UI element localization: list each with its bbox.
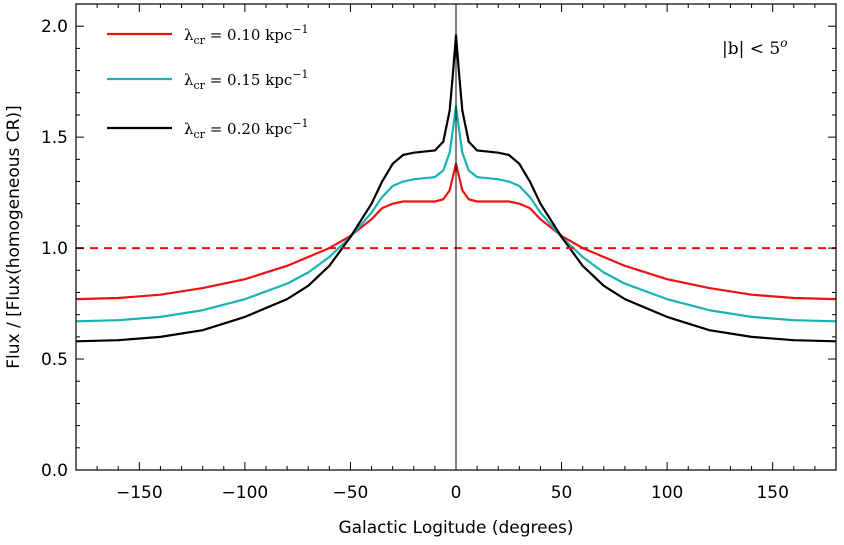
- y-tick-label: 2.0: [41, 17, 68, 37]
- annotation-superscript: o: [780, 36, 787, 50]
- legend-exponent: −1: [292, 23, 308, 36]
- x-tick-label: 150: [756, 483, 788, 503]
- legend-subscript: cr: [194, 34, 206, 47]
- legend-lambda: λ: [184, 120, 194, 138]
- x-tick-label: −100: [222, 483, 269, 503]
- legend-exponent: −1: [292, 117, 308, 130]
- legend-lambda: λ: [184, 26, 194, 44]
- axis-ticks: [75, 3, 837, 471]
- x-axis-label: Galactic Logitude (degrees): [338, 518, 573, 538]
- legend-subscript: cr: [194, 128, 206, 141]
- x-tick-label: 0: [451, 483, 462, 503]
- x-tick-label: 100: [651, 483, 683, 503]
- y-tick-label: 0.0: [41, 461, 68, 481]
- y-tick-label: 1.5: [41, 128, 68, 148]
- latitude-annotation: |b| < 5o: [722, 36, 787, 59]
- y-axis-label: Flux / [Flux(homogeneous CR)]: [4, 105, 24, 368]
- legend-label-2: λcr = 0.15 kpc−1: [184, 68, 309, 92]
- legend-label-1: λcr = 0.10 kpc−1: [184, 23, 309, 47]
- y-tick-label: 0.5: [41, 350, 68, 370]
- x-tick-label: 50: [551, 483, 573, 503]
- legend-exponent: −1: [292, 68, 308, 81]
- axis-labels: −150 −100 −50 0 50 100 150 0.0 0.5 1.0 1.5 2.0: [41, 17, 789, 503]
- x-tick-label: −50: [332, 483, 368, 503]
- annotation-main: |b| < 5: [722, 39, 780, 59]
- x-tick-label: −150: [116, 483, 163, 503]
- legend-value: = 0.10 kpc: [205, 26, 292, 44]
- legend-label-3: λcr = 0.20 kpc−1: [184, 117, 309, 141]
- legend-value: = 0.20 kpc: [205, 120, 292, 138]
- legend-lambda: λ: [184, 71, 194, 89]
- legend-value: = 0.15 kpc: [205, 71, 292, 89]
- legend-subscript: cr: [194, 79, 206, 92]
- y-tick-label: 1.0: [41, 239, 68, 259]
- reference-lines: [76, 4, 836, 470]
